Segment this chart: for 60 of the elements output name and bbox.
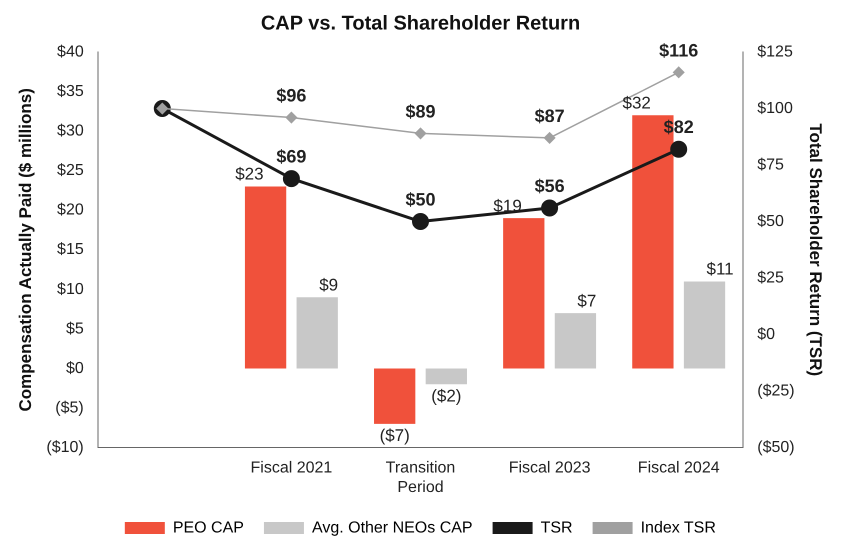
legend-label: Avg. Other NEOs CAP: [312, 519, 473, 536]
x-tick-label: Fiscal 2021: [250, 460, 332, 477]
data-label: $23: [235, 164, 264, 184]
y2-tick-label: $125: [757, 43, 793, 60]
data-label: $50: [405, 190, 436, 210]
legend-label: TSR: [540, 519, 573, 536]
point: [541, 199, 558, 216]
data-label: $56: [534, 176, 565, 196]
data-label: $87: [534, 106, 565, 126]
point: [412, 213, 429, 230]
point: [672, 66, 684, 78]
y-tick-label: $40: [57, 43, 84, 60]
y2-tick-label: $100: [757, 100, 793, 117]
data-label: $96: [276, 86, 306, 106]
y-tick-label: $30: [57, 122, 84, 140]
data-label: $69: [276, 146, 306, 167]
data-label: $116: [659, 40, 698, 60]
bar: [684, 281, 726, 368]
point: [670, 140, 688, 158]
data-label: ($2): [431, 386, 462, 406]
data-label: $89: [405, 101, 436, 122]
bar: [426, 368, 467, 384]
data-label: $7: [577, 291, 596, 310]
bar: [503, 218, 544, 368]
bar: [244, 186, 286, 368]
chart-title: CAP vs. Total Shareholder Return: [260, 12, 580, 35]
y2-tick-label: ($50): [757, 439, 795, 456]
data-label: ($7): [380, 426, 410, 446]
point: [282, 170, 300, 188]
y-tick-label: $0: [66, 360, 84, 377]
y2-axis-title: Total Shareholder Return (TSR): [806, 123, 826, 376]
y-tick-label: $25: [57, 162, 84, 180]
x-tick-label: Fiscal 2024: [638, 460, 720, 477]
y2-tick-label: $0: [757, 326, 776, 343]
y-axis-title: Compensation Actually Paid ($ millions): [16, 88, 35, 412]
y2-tick-label: $25: [757, 269, 784, 286]
y-tick-label: ($5): [55, 399, 84, 416]
point: [286, 112, 298, 124]
bar: [554, 313, 596, 368]
bar: [296, 297, 338, 368]
y-tick-label: $15: [57, 241, 84, 258]
x-tick-label: Fiscal 2023: [508, 460, 591, 477]
y-tick-label: ($10): [46, 439, 84, 456]
y-tick-label: $35: [57, 82, 84, 100]
legend-label: PEO CAP: [172, 519, 244, 536]
y2-tick-label: $50: [757, 212, 784, 230]
y-tick-label: $5: [66, 320, 84, 338]
point: [414, 128, 426, 140]
bar: [374, 368, 416, 424]
legend-label: Index TSR: [640, 519, 716, 536]
y-tick-label: $20: [57, 202, 84, 219]
x-tick-label: Transition Period: [386, 460, 456, 496]
data-label: $32: [622, 93, 651, 112]
y2-tick-label: $75: [757, 156, 784, 174]
data-label: $19: [493, 196, 522, 216]
y-tick-label: $10: [57, 280, 84, 298]
point: [544, 132, 556, 144]
y2-tick-label: ($25): [757, 382, 795, 400]
data-label: $9: [319, 275, 338, 294]
data-label: $11: [706, 260, 734, 279]
